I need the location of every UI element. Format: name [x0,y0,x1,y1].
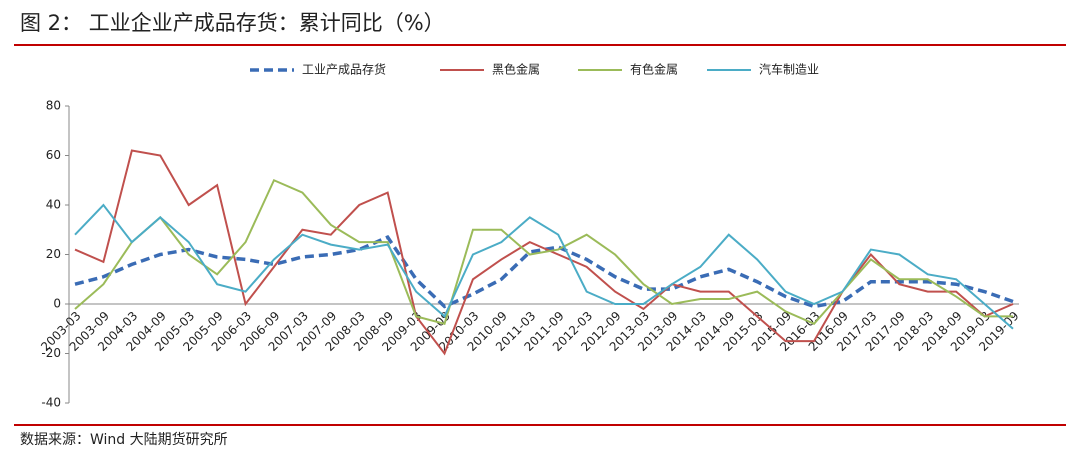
legend-label: 黑色金属 [492,62,540,77]
legend-label: 有色金属 [630,62,678,77]
y-tick-label: -40 [41,396,61,410]
y-tick-label: 20 [46,247,61,261]
legend-label: 工业产成品存货 [302,62,386,77]
y-tick-label: -20 [41,346,61,360]
series-line [74,203,1014,330]
y-tick-label: 0 [53,297,61,311]
chart-title: 图 2： 工业企业产成品存货：累计同比（%） [20,11,445,35]
y-tick-label: 60 [46,148,61,162]
series-line [74,178,1013,326]
source: 数据来源：Wind 大陆期货研究所 [20,431,228,448]
legend-label: 汽车制造业 [759,62,819,77]
series-line [74,149,1014,356]
y-tick-label: 80 [46,99,61,113]
y-tick-label: 40 [46,198,61,212]
